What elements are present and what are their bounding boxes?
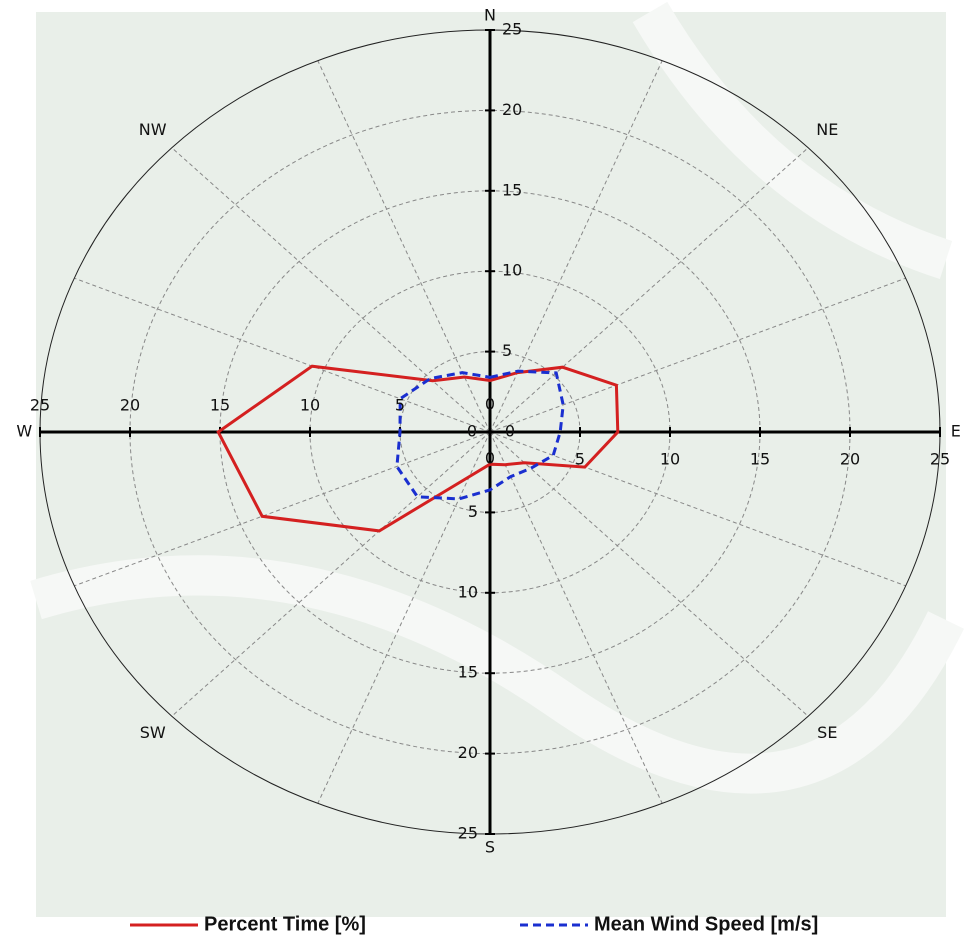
spoke: [489, 277, 906, 433]
r-tick-label: 25: [30, 396, 50, 415]
r-tick-label: 5: [502, 341, 512, 360]
direction-label: N: [484, 5, 496, 24]
spoke: [489, 60, 663, 433]
direction-label: NE: [816, 120, 838, 139]
spoke: [74, 431, 491, 587]
r-tick-label: 20: [502, 100, 522, 119]
labels: 000 0555510101010151515152020202025252525…: [16, 5, 960, 856]
r-tick-label: 10: [458, 582, 478, 601]
r-tick-label: 15: [750, 450, 770, 469]
r-tick-label: 5: [575, 450, 585, 469]
legend-label: Mean Wind Speed [m/s]: [594, 913, 818, 935]
r-tick-label: 10: [660, 450, 680, 469]
grid: [39, 29, 941, 835]
series-line: [395, 369, 565, 501]
r-tick-label: 20: [458, 743, 478, 762]
spoke: [317, 60, 491, 433]
r-tick-label: 25: [930, 450, 950, 469]
r-tick-label: 10: [300, 396, 320, 415]
direction-label: SE: [817, 723, 837, 742]
direction-label: W: [16, 422, 32, 441]
marks: [216, 364, 620, 533]
direction-label: S: [485, 838, 495, 857]
watermark: [632, 1, 953, 280]
legend: Percent Time [%] Mean Wind Speed [m/s]: [130, 913, 818, 935]
r-tick-label: 20: [120, 396, 140, 415]
spoke: [74, 277, 491, 433]
spoke: [489, 431, 663, 804]
direction-label: SW: [140, 723, 166, 742]
r-tick-label: 25: [502, 20, 522, 39]
direction-label: E: [951, 422, 961, 441]
r-tick-label: 25: [458, 824, 478, 843]
r-tick-label: 5: [468, 502, 478, 521]
r-tick-label: 0: [485, 449, 495, 468]
spoke: [171, 431, 491, 717]
r-tick-label: 15: [502, 180, 522, 199]
spoke: [489, 431, 809, 717]
spoke: [317, 431, 491, 804]
r-tick-label: 0: [467, 422, 477, 441]
r-tick-label: 10: [502, 261, 522, 280]
spoke: [489, 147, 809, 433]
spoke: [171, 147, 491, 433]
legend-label: Percent Time [%]: [204, 913, 366, 935]
series-line: [216, 364, 620, 533]
r-tick-label: 20: [840, 450, 860, 469]
r-tick-label: 0: [485, 395, 495, 414]
r-tick-label: 15: [458, 663, 478, 682]
direction-label: NW: [139, 120, 167, 139]
r-tick-label: 15: [210, 396, 230, 415]
r-tick-label: 5: [395, 396, 405, 415]
watermark: [30, 555, 964, 794]
spoke: [489, 431, 906, 587]
r-tick-label: 0: [505, 422, 515, 441]
